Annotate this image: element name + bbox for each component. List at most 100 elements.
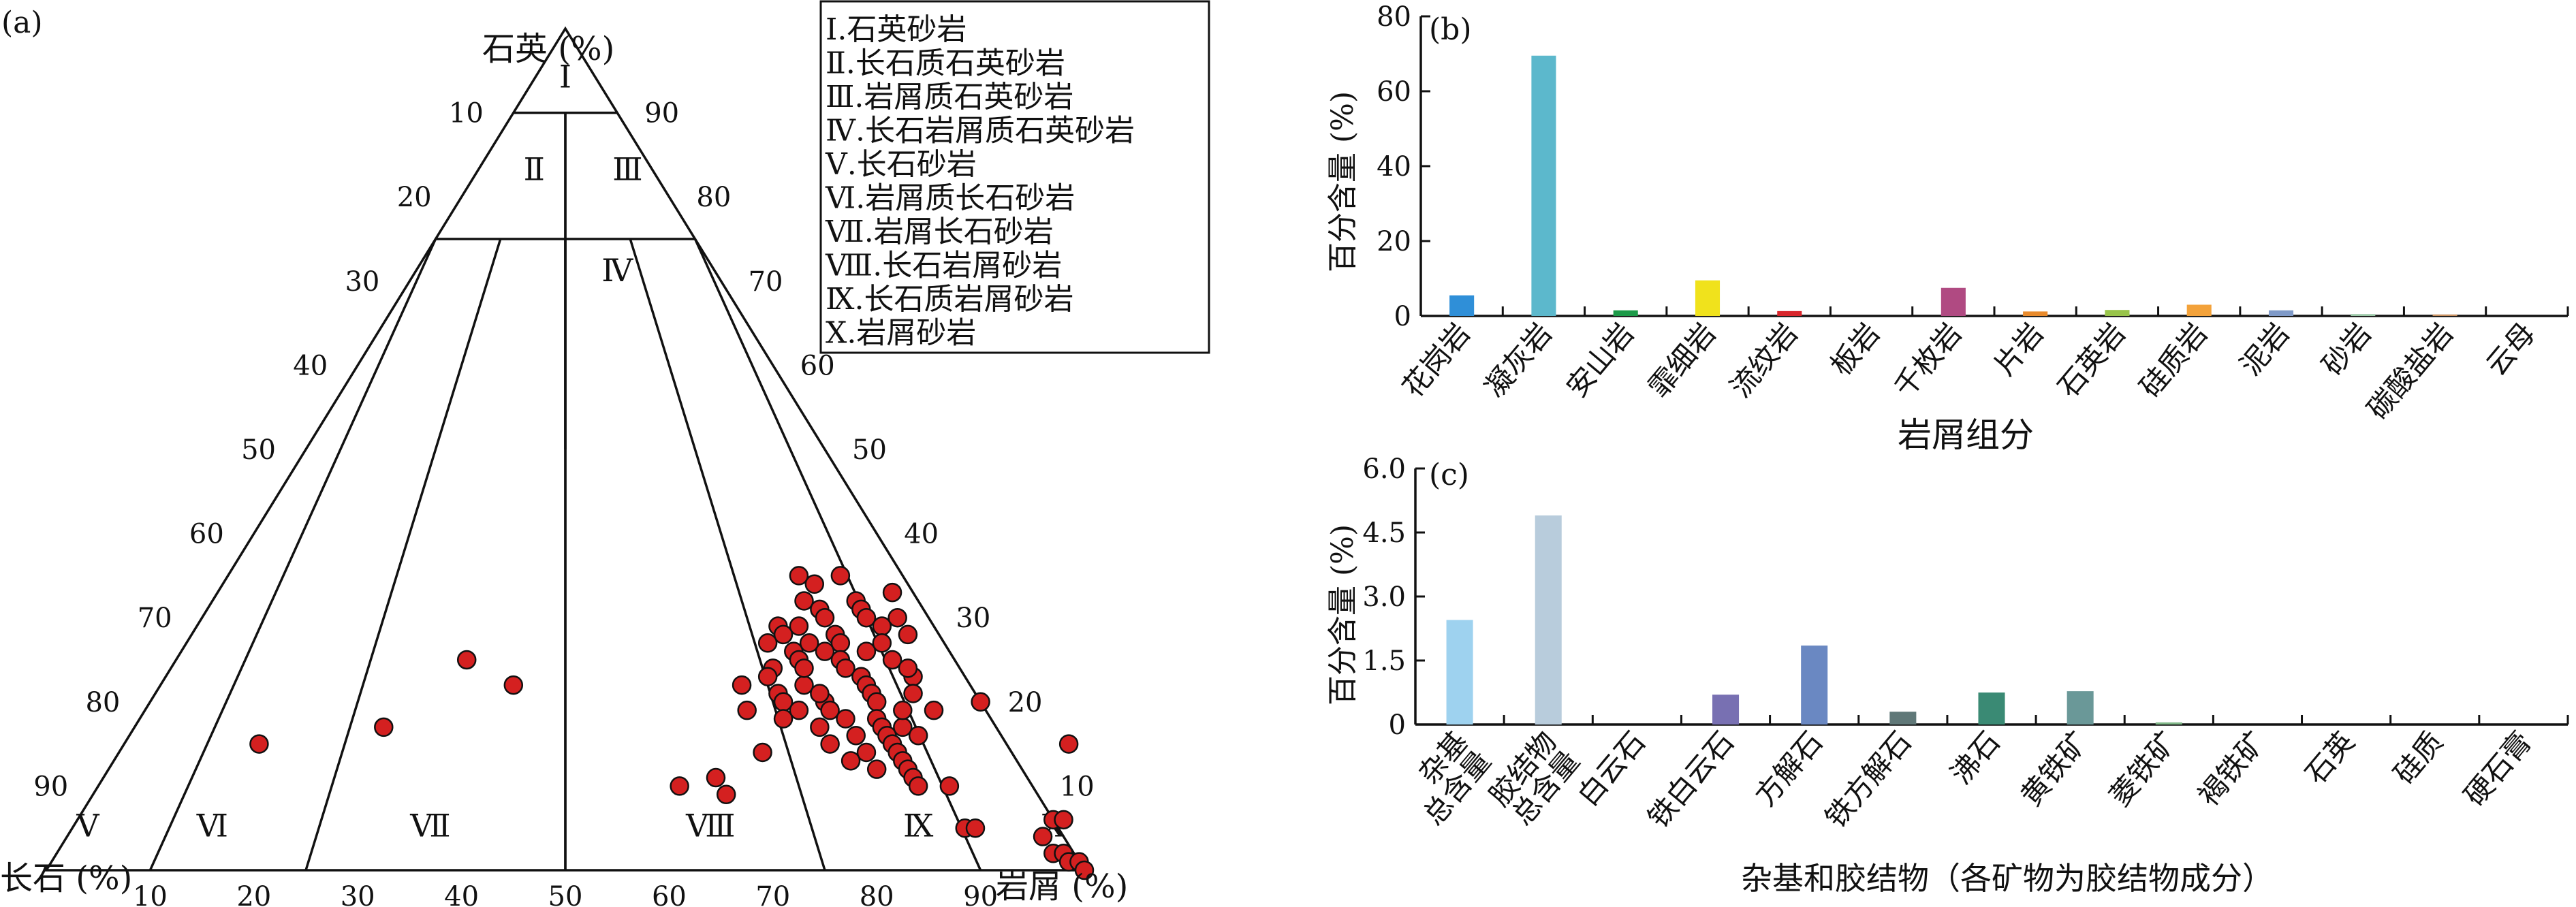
y-tick-label: 40 (1377, 151, 1411, 182)
field-label: Ⅴ (76, 808, 99, 844)
x-tick-label: 硬石膏 (2457, 725, 2539, 812)
data-point (908, 725, 928, 746)
bottom-tick-label: 20 (236, 881, 271, 907)
x-tick-label: 铁白云石 (1642, 725, 1741, 834)
data-point (789, 700, 809, 720)
field-label: Ⅶ (409, 808, 450, 844)
ternary-bottom-ticks: 10 20 30 40 50 60 70 80 90 (133, 881, 998, 907)
bottom-tick-label: 80 (860, 881, 894, 907)
bottom-tick-label: 60 (652, 881, 687, 907)
left-tick-label: 70 (138, 603, 172, 634)
legend-entry: Ⅰ.石英砂岩 (826, 12, 967, 47)
data-point (836, 709, 855, 729)
legend-entry: Ⅳ.长石岩屑质石英砂岩 (826, 114, 1135, 148)
field-label: Ⅵ (196, 808, 228, 844)
x-tick-label: 杂基总含量 (1394, 725, 1497, 831)
bottom-tick-label: 50 (548, 881, 583, 907)
data-point (737, 700, 757, 720)
chart-c-xlabel: 杂基和胶结物（各矿物为胶结物成分） (1741, 860, 2274, 897)
y-tick-label: 60 (1377, 76, 1411, 108)
data-point (503, 675, 524, 695)
data-point (757, 633, 778, 653)
data-point (971, 692, 990, 712)
x-tick-label: 方解石 (1748, 725, 1829, 812)
chart-c-axes (1414, 467, 2569, 726)
bar (2268, 310, 2294, 316)
data-point (789, 566, 809, 586)
ternary-left-ticks: 10 20 30 40 50 60 70 80 90 (33, 98, 484, 803)
data-point (882, 650, 902, 670)
bar (2067, 691, 2094, 725)
data-point (893, 700, 913, 720)
y-tick-label: 6.0 (1362, 454, 1406, 485)
bar (1446, 620, 1473, 725)
y-tick-label: 80 (1377, 1, 1411, 33)
right-tick-label: 20 (1008, 687, 1043, 718)
x-tick-label: 硅质岩 (2133, 317, 2214, 404)
chart-b-xlabel: 岩屑组分 (1898, 415, 2034, 455)
data-point (836, 658, 855, 678)
data-point (456, 650, 477, 670)
boundary-ray-3 (629, 238, 826, 871)
ternary-field-lines (44, 26, 1087, 872)
data-point (773, 709, 794, 729)
x-tick-label: 碳酸盐岩 (2361, 317, 2460, 426)
data-point (810, 684, 830, 703)
data-point (882, 582, 902, 603)
data-point (794, 591, 814, 611)
data-point (841, 751, 861, 771)
chart-c-bars (1446, 515, 2182, 725)
x-tick-label: 霏细岩 (1642, 317, 1723, 404)
legend-entry: Ⅲ.岩屑质石英砂岩 (826, 80, 1073, 114)
left-tick-label: 30 (345, 266, 379, 298)
x-tick-label: 流纹岩 (1723, 317, 1804, 404)
chart-b-y-tick-labels: 0 20 40 60 80 (1377, 1, 1411, 332)
field-label: Ⅷ (685, 808, 735, 844)
bar (2155, 722, 2182, 725)
x-tick-label: 石英 (2299, 725, 2361, 791)
field-label: Ⅳ (601, 252, 633, 289)
left-tick-label: 60 (189, 519, 224, 550)
data-point (856, 607, 877, 628)
bar (1613, 310, 1638, 316)
ternary-points (249, 566, 1095, 880)
data-point (820, 734, 840, 754)
data-point (804, 574, 825, 594)
left-tick-label: 20 (397, 182, 432, 213)
x-tick-label: 菱铁矿 (2103, 725, 2184, 812)
field-label: Ⅲ (612, 150, 642, 187)
bottom-tick-label: 90 (963, 881, 998, 907)
bottom-tick-label: 30 (341, 881, 375, 907)
left-tick-label: 90 (33, 771, 68, 802)
data-point (924, 700, 944, 720)
data-point (815, 607, 835, 628)
bar (2023, 311, 2048, 316)
data-point (893, 717, 913, 737)
data-point (794, 658, 814, 678)
y-tick-label: 0 (1394, 301, 1411, 332)
data-point (799, 633, 819, 653)
ternary-right-ticks: 90 80 70 60 50 40 30 20 10 (644, 98, 1095, 803)
data-point (1033, 827, 1053, 846)
data-point (908, 776, 928, 796)
legend-entry: Ⅵ.岩屑质长石砂岩 (825, 181, 1075, 216)
chart-c-ylabel: 百分含量 (%) (1325, 524, 1360, 705)
bar (1889, 712, 1917, 725)
left-tick-label: 50 (241, 434, 276, 466)
data-point (898, 624, 918, 645)
right-tick-label: 90 (644, 98, 679, 129)
apex-top-label: 石英 (%) (482, 30, 614, 68)
bar (1712, 695, 1740, 725)
boundary-ray-5 (304, 238, 502, 871)
data-point (789, 616, 809, 636)
bottom-tick-label: 10 (133, 881, 168, 907)
ternary-legend: Ⅰ.石英砂岩Ⅱ.长石质石英砂岩Ⅲ.岩屑质石英砂岩Ⅳ.长石岩屑质石英砂岩Ⅴ.长石砂… (819, 0, 1210, 354)
chart-b-ylabel: 百分含量 (%) (1325, 91, 1360, 272)
data-point (757, 667, 778, 686)
legend-entry: Ⅱ.长石质石英砂岩 (826, 46, 1065, 81)
data-point (830, 566, 851, 586)
